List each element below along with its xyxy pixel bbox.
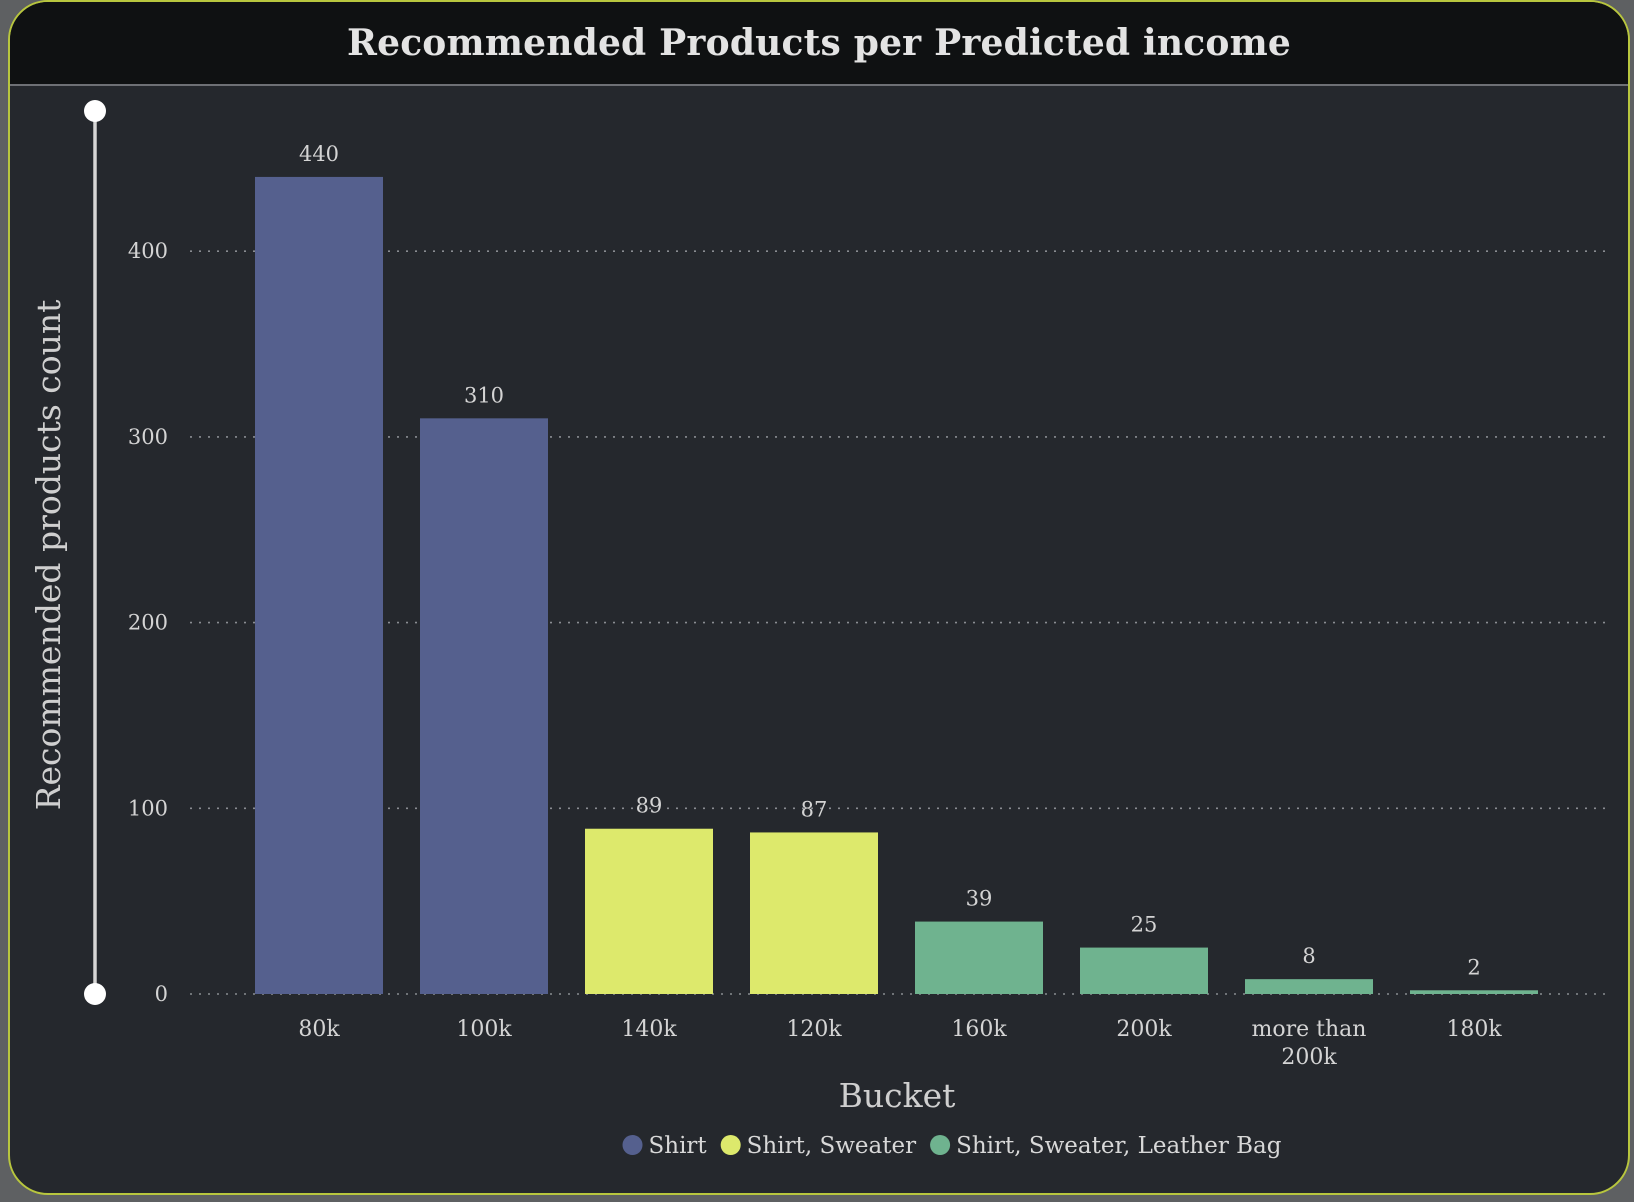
y-tick-label: 100 [128, 796, 168, 820]
data-label: 87 [801, 797, 828, 821]
y-axis-title: Recommended products count [29, 300, 68, 811]
y-tick-label: 300 [128, 425, 168, 449]
bars [255, 176, 1538, 995]
legend-label: Shirt [649, 1133, 708, 1159]
x-tick-label: 200k [1281, 1045, 1337, 1070]
title-bar: Recommended Products per Predicted incom… [10, 2, 1628, 86]
legend-label: Shirt, Sweater, Leather Bag [956, 1133, 1282, 1159]
data-label: 25 [1131, 913, 1158, 937]
x-axis-labels: 80k 100k 140k 120k 160k 200k more than 200k 180k [298, 1017, 1502, 1070]
bar[interactable] [255, 176, 383, 995]
gridlines [190, 250, 1607, 995]
x-tick-label: 200k [1116, 1017, 1172, 1042]
x-tick-label: 120k [786, 1017, 842, 1042]
legend-swatch [930, 1135, 951, 1155]
data-label: 89 [636, 794, 663, 818]
y-tick-label: 0 [155, 982, 168, 1006]
bar[interactable] [1080, 947, 1208, 994]
data-label: 440 [299, 142, 339, 166]
y-tick-label: 400 [128, 239, 168, 263]
slider-handle-bottom[interactable] [84, 983, 106, 1005]
y-axis-zoom-slider[interactable] [84, 100, 106, 1005]
x-axis-title: Bucket [839, 1076, 956, 1115]
bar[interactable] [585, 828, 713, 994]
x-tick-label: 160k [951, 1017, 1007, 1042]
legend-item[interactable]: Shirt, Sweater, Leather Bag [930, 1133, 1282, 1159]
bar[interactable] [1245, 979, 1373, 994]
x-tick-label: 180k [1446, 1017, 1502, 1042]
legend-swatch [622, 1135, 643, 1155]
data-label: 2 [1467, 955, 1480, 979]
data-label: 310 [464, 383, 504, 407]
bar[interactable] [1410, 990, 1538, 994]
bar[interactable] [915, 921, 1043, 994]
legend-swatch [720, 1135, 741, 1155]
y-axis-ticks: 0 100 200 300 400 [128, 239, 168, 1006]
x-tick-label: more than [1252, 1017, 1367, 1042]
legend-item[interactable]: Shirt, Sweater [720, 1133, 916, 1159]
slider-handle-top[interactable] [84, 100, 106, 122]
legend-item[interactable]: Shirt [622, 1133, 708, 1159]
data-label: 8 [1302, 944, 1315, 968]
x-tick-label: 100k [456, 1017, 512, 1042]
x-tick-label: 140k [621, 1017, 677, 1042]
y-tick-label: 200 [128, 611, 168, 635]
legend: Shirt Shirt, Sweater Shirt, Sweater, Leath… [622, 1133, 1282, 1159]
x-tick-label: 80k [298, 1017, 340, 1042]
bar[interactable] [750, 832, 878, 994]
data-label: 39 [966, 887, 993, 911]
chart-title: Recommended Products per Predicted incom… [346, 22, 1292, 64]
legend-label: Shirt, Sweater [747, 1133, 916, 1159]
data-labels: 440 310 89 87 39 25 8 2 [299, 142, 1481, 979]
bar[interactable] [420, 418, 548, 995]
